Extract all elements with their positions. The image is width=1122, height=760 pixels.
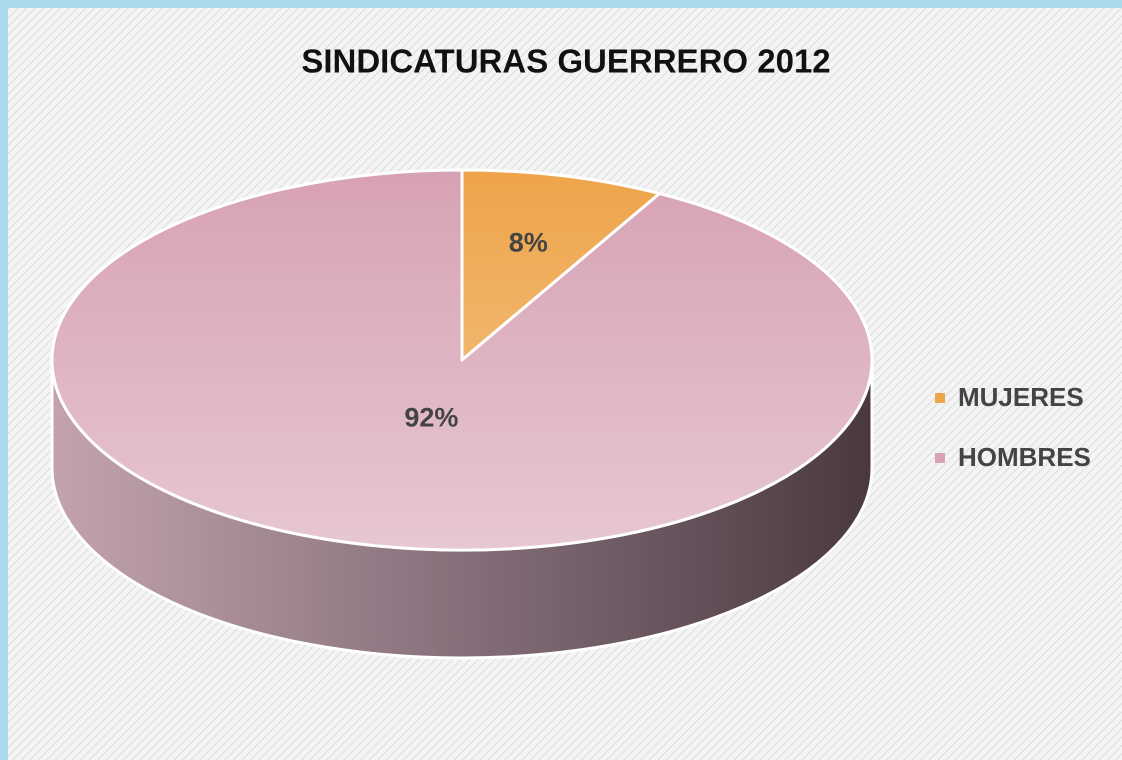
chart-title: SINDICATURAS GUERRERO 2012: [301, 43, 830, 80]
legend-marker: [935, 393, 945, 403]
data-label: 8%: [509, 228, 548, 258]
legend-label: HOMBRES: [958, 442, 1091, 472]
legend-label: MUJERES: [958, 382, 1084, 412]
legend-marker: [935, 453, 945, 463]
pie-slice: [50, 168, 874, 552]
data-label: 92%: [404, 402, 458, 432]
